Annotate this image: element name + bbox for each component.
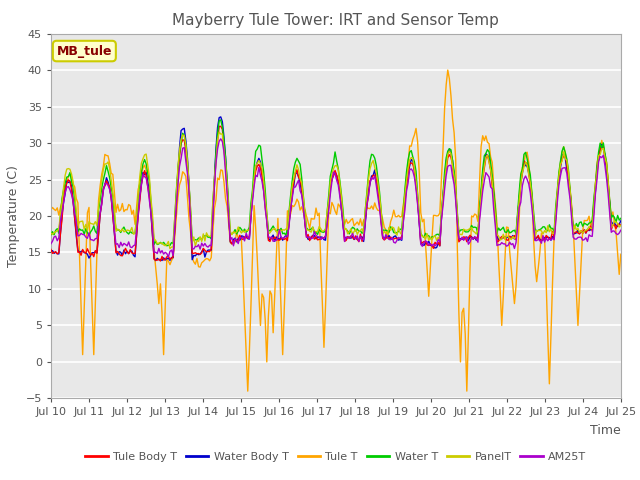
Tule Body T	[217, 123, 225, 129]
Text: Time: Time	[590, 424, 621, 437]
Tule T	[47, 207, 55, 213]
Water T	[617, 216, 625, 221]
Water Body T	[117, 249, 125, 255]
Water Body T	[300, 202, 307, 208]
Line: AM25T: AM25T	[51, 139, 621, 257]
AM25T	[617, 228, 625, 233]
AM25T	[220, 149, 228, 155]
Water T	[588, 217, 596, 223]
Water T	[163, 243, 171, 249]
Line: Water Body T: Water Body T	[51, 117, 621, 261]
PanelT	[300, 194, 307, 200]
Water Body T	[588, 225, 596, 231]
Water T	[239, 228, 247, 234]
Tule Body T	[220, 144, 228, 149]
Water T	[47, 232, 55, 238]
PanelT	[47, 230, 55, 236]
Tule T	[588, 218, 596, 224]
Water T	[249, 187, 257, 193]
Water Body T	[249, 193, 257, 199]
Legend: Tule Body T, Water Body T, Tule T, Water T, PanelT, AM25T: Tule Body T, Water Body T, Tule T, Water…	[81, 448, 591, 467]
Tule Body T	[300, 200, 307, 205]
Text: MB_tule: MB_tule	[56, 45, 112, 58]
Tule Body T	[249, 195, 257, 201]
Title: Mayberry Tule Tower: IRT and Sensor Temp: Mayberry Tule Tower: IRT and Sensor Temp	[172, 13, 499, 28]
AM25T	[300, 204, 307, 210]
Line: Tule T: Tule T	[51, 70, 621, 391]
PanelT	[166, 246, 174, 252]
Water Body T	[47, 249, 55, 254]
Water Body T	[617, 218, 625, 224]
Line: PanelT: PanelT	[51, 132, 621, 249]
Water T	[217, 117, 225, 123]
Tule T	[244, 388, 252, 394]
Tule T	[298, 204, 305, 210]
Tule Body T	[588, 228, 596, 234]
Line: Tule Body T: Tule Body T	[51, 126, 621, 261]
PanelT	[249, 192, 257, 198]
Line: Water T: Water T	[51, 120, 621, 246]
AM25T	[117, 240, 125, 245]
Water Body T	[152, 258, 159, 264]
AM25T	[164, 254, 172, 260]
Water T	[117, 229, 125, 235]
PanelT	[117, 228, 125, 234]
Tule T	[236, 234, 244, 240]
Water Body T	[239, 233, 247, 239]
Tule Body T	[157, 258, 164, 264]
AM25T	[588, 233, 596, 239]
Water T	[300, 193, 307, 199]
Tule Body T	[239, 237, 247, 242]
Tule Body T	[617, 222, 625, 228]
Tule T	[617, 252, 625, 257]
PanelT	[220, 147, 228, 153]
Water T	[220, 138, 228, 144]
PanelT	[588, 226, 596, 231]
Water Body T	[217, 114, 225, 120]
Tule Body T	[47, 247, 55, 252]
AM25T	[249, 198, 257, 204]
PanelT	[239, 228, 247, 234]
PanelT	[215, 129, 223, 135]
AM25T	[47, 241, 55, 247]
Y-axis label: Temperature (C): Temperature (C)	[7, 165, 20, 267]
Tule T	[117, 207, 125, 213]
AM25T	[217, 136, 225, 142]
Tule Body T	[117, 252, 125, 258]
Tule T	[217, 167, 225, 173]
PanelT	[617, 223, 625, 228]
Tule T	[444, 67, 452, 73]
Tule T	[247, 303, 255, 309]
AM25T	[239, 234, 247, 240]
Water Body T	[220, 134, 228, 140]
